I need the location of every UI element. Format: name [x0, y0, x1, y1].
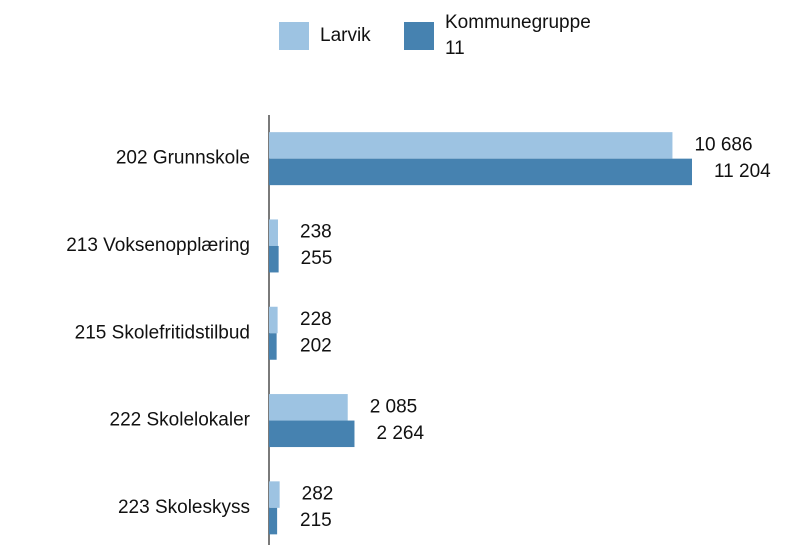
legend-swatch — [279, 22, 309, 50]
bar — [269, 420, 355, 448]
legend-label: Kommunegruppe 11 — [445, 12, 591, 59]
value-label: 10 686 — [694, 134, 752, 155]
bar — [269, 132, 673, 159]
legend-item: Kommunegruppe 11 — [404, 12, 595, 62]
y-tick-label: 215 Skolefritidstilbud — [75, 322, 250, 343]
y-tick-label: 202 Grunnskole — [116, 148, 250, 169]
bar — [269, 507, 278, 535]
y-tick-label: 222 Skolelokaler — [110, 410, 251, 431]
bar — [269, 306, 278, 334]
bar — [269, 481, 280, 508]
value-label: 2 264 — [376, 423, 424, 444]
legend-label: Larvik — [320, 25, 371, 46]
value-label: 202 — [300, 336, 332, 357]
value-label: 282 — [302, 484, 334, 505]
value-label: 11 204 — [714, 161, 771, 182]
value-label: 2 085 — [370, 396, 418, 417]
legend-swatch — [404, 22, 434, 50]
value-label: 215 — [300, 510, 332, 531]
value-label: 228 — [300, 309, 332, 330]
legend-item: Larvik — [279, 12, 371, 50]
y-tick-label: 213 Voksenopplæring — [66, 235, 250, 256]
bar — [269, 333, 277, 360]
bar — [269, 158, 692, 186]
bar — [269, 245, 279, 273]
y-tick-label: 223 Skoleskyss — [118, 497, 250, 518]
value-label: 238 — [300, 222, 332, 243]
bar — [269, 219, 278, 246]
bar — [269, 394, 348, 421]
value-label: 255 — [301, 248, 333, 269]
